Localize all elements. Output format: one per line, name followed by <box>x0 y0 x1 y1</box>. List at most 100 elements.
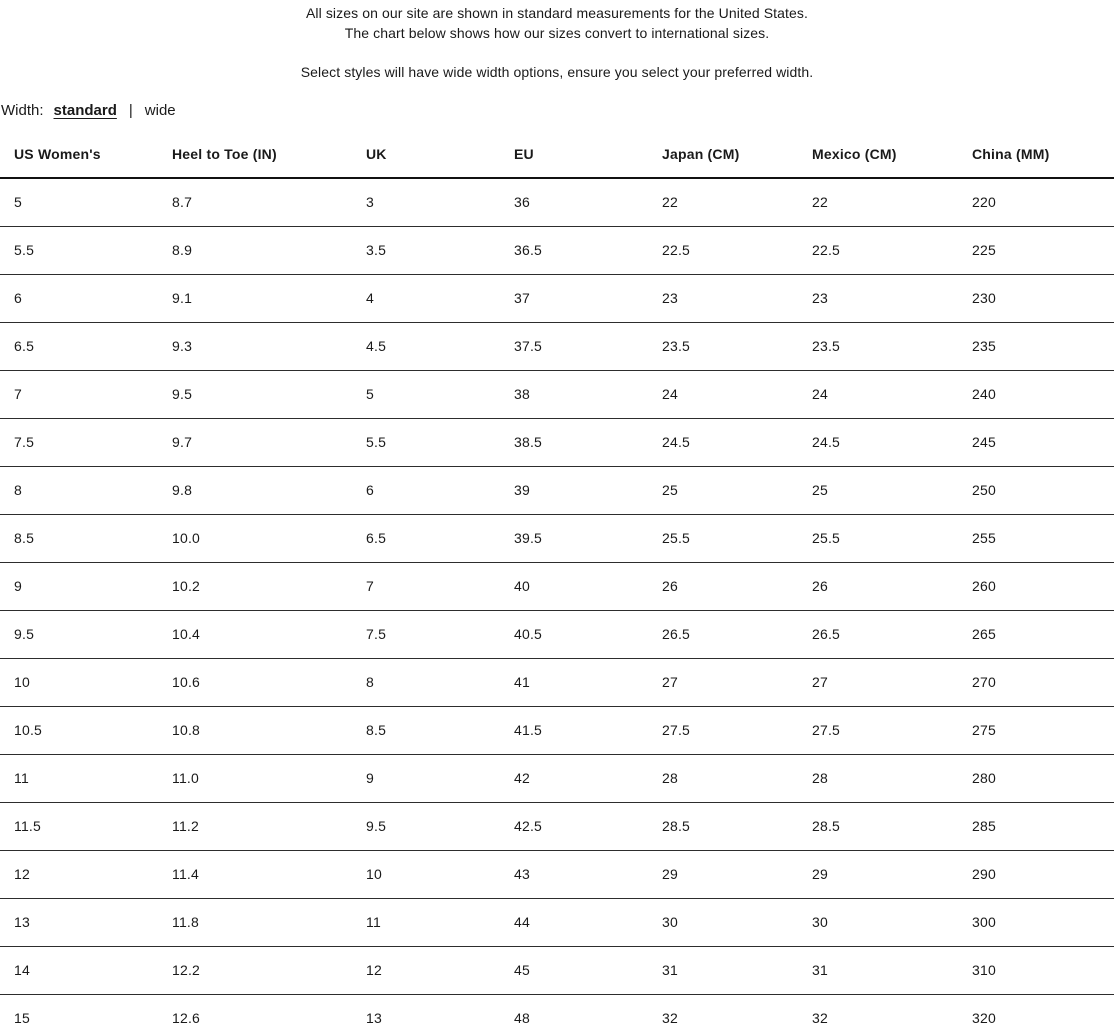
table-cell: 38.5 <box>500 418 648 467</box>
table-cell: 26.5 <box>798 610 958 659</box>
table-cell: 320 <box>958 994 1114 1036</box>
table-cell: 5.5 <box>0 226 158 275</box>
table-cell: 29 <box>798 850 958 899</box>
table-cell: 13 <box>352 994 500 1036</box>
table-row: 10 10.6 8 41 27 27 270 <box>0 658 1114 707</box>
table-cell: 27 <box>648 658 798 707</box>
table-cell: 12.2 <box>158 946 352 995</box>
table-cell: 23 <box>648 274 798 323</box>
table-cell: 8.5 <box>352 706 500 755</box>
intro-line-3: Select styles will have wide width optio… <box>300 64 814 80</box>
table-cell: 25.5 <box>648 514 798 563</box>
intro-line-1: All sizes on our site are shown in stand… <box>305 5 809 21</box>
table-cell: 6 <box>0 274 158 323</box>
table-cell: 13 <box>0 898 158 947</box>
table-cell: 28.5 <box>648 802 798 851</box>
table-cell: 7 <box>0 370 158 419</box>
table-cell: 250 <box>958 466 1114 515</box>
width-option-wide[interactable]: wide <box>144 102 176 119</box>
table-body: 5 8.7 3 36 22 22 220 5.5 8.9 3.5 36.5 22.5 22.5 225 6 9… <box>0 178 1114 1036</box>
table-cell: 43 <box>500 850 648 899</box>
table-cell: 10.8 <box>158 706 352 755</box>
table-cell: 44 <box>500 898 648 947</box>
table-cell: 39.5 <box>500 514 648 563</box>
intro-text: All sizes on our site are shown in stand… <box>0 0 1114 82</box>
table-row: 15 12.6 13 48 32 32 320 <box>0 994 1114 1036</box>
width-option-standard[interactable]: standard <box>53 102 117 119</box>
table-cell: 9.3 <box>158 322 352 371</box>
table-cell: 8.9 <box>158 226 352 275</box>
table-cell: 27 <box>798 658 958 707</box>
table-cell: 9.1 <box>158 274 352 323</box>
table-cell: 32 <box>648 994 798 1036</box>
table-cell: 22 <box>648 178 798 227</box>
table-cell: 25 <box>648 466 798 515</box>
table-cell: 22 <box>798 178 958 227</box>
table-cell: 26.5 <box>648 610 798 659</box>
table-cell: 32 <box>798 994 958 1036</box>
table-cell: 41.5 <box>500 706 648 755</box>
table-cell: 11.8 <box>158 898 352 947</box>
table-cell: 6.5 <box>352 514 500 563</box>
table-row: 5 8.7 3 36 22 22 220 <box>0 178 1114 227</box>
table-cell: 10 <box>352 850 500 899</box>
column-header-eu: EU <box>500 128 648 179</box>
table-cell: 37 <box>500 274 648 323</box>
table-cell: 25 <box>798 466 958 515</box>
table-cell: 10 <box>0 658 158 707</box>
table-cell: 30 <box>648 898 798 947</box>
table-cell: 30 <box>798 898 958 947</box>
table-cell: 38 <box>500 370 648 419</box>
table-cell: 42 <box>500 754 648 803</box>
table-cell: 31 <box>648 946 798 995</box>
table-cell: 42.5 <box>500 802 648 851</box>
table-cell: 7 <box>352 562 500 611</box>
table-cell: 9.5 <box>352 802 500 851</box>
table-cell: 255 <box>958 514 1114 563</box>
table-cell: 23 <box>798 274 958 323</box>
column-header-mexico: Mexico (CM) <box>798 128 958 179</box>
table-cell: 8 <box>0 466 158 515</box>
table-cell: 45 <box>500 946 648 995</box>
table-cell: 9 <box>352 754 500 803</box>
table-cell: 22.5 <box>648 226 798 275</box>
table-cell: 10.5 <box>0 706 158 755</box>
table-cell: 4 <box>352 274 500 323</box>
table-cell: 24 <box>648 370 798 419</box>
table-row: 8.5 10.0 6.5 39.5 25.5 25.5 255 <box>0 514 1114 563</box>
table-cell: 28.5 <box>798 802 958 851</box>
table-cell: 24 <box>798 370 958 419</box>
table-cell: 5 <box>352 370 500 419</box>
table-cell: 27.5 <box>648 706 798 755</box>
table-cell: 280 <box>958 754 1114 803</box>
table-cell: 12 <box>0 850 158 899</box>
table-cell: 275 <box>958 706 1114 755</box>
column-header-japan: Japan (CM) <box>648 128 798 179</box>
table-row: 5.5 8.9 3.5 36.5 22.5 22.5 225 <box>0 226 1114 275</box>
table-cell: 24.5 <box>798 418 958 467</box>
table-cell: 25.5 <box>798 514 958 563</box>
table-cell: 10.6 <box>158 658 352 707</box>
table-cell: 260 <box>958 562 1114 611</box>
table-cell: 240 <box>958 370 1114 419</box>
table-cell: 40 <box>500 562 648 611</box>
table-row: 8 9.8 6 39 25 25 250 <box>0 466 1114 515</box>
size-chart-table: US Women's Heel to Toe (IN) UK EU Japan … <box>0 128 1114 1036</box>
table-row: 13 11.8 11 44 30 30 300 <box>0 898 1114 947</box>
table-row: 12 11.4 10 43 29 29 290 <box>0 850 1114 899</box>
table-cell: 26 <box>798 562 958 611</box>
table-row: 10.5 10.8 8.5 41.5 27.5 27.5 275 <box>0 706 1114 755</box>
table-row: 9 10.2 7 40 26 26 260 <box>0 562 1114 611</box>
table-row: 9.5 10.4 7.5 40.5 26.5 26.5 265 <box>0 610 1114 659</box>
table-row: 11 11.0 9 42 28 28 280 <box>0 754 1114 803</box>
width-selector: Width: standard | wide <box>0 101 1114 121</box>
column-header-china: China (MM) <box>958 128 1114 179</box>
table-cell: 9.5 <box>158 370 352 419</box>
table-cell: 39 <box>500 466 648 515</box>
table-cell: 36 <box>500 178 648 227</box>
table-cell: 29 <box>648 850 798 899</box>
table-cell: 5 <box>0 178 158 227</box>
table-row: 11.5 11.2 9.5 42.5 28.5 28.5 285 <box>0 802 1114 851</box>
table-cell: 11 <box>352 898 500 947</box>
width-label: Width: <box>1 102 44 119</box>
